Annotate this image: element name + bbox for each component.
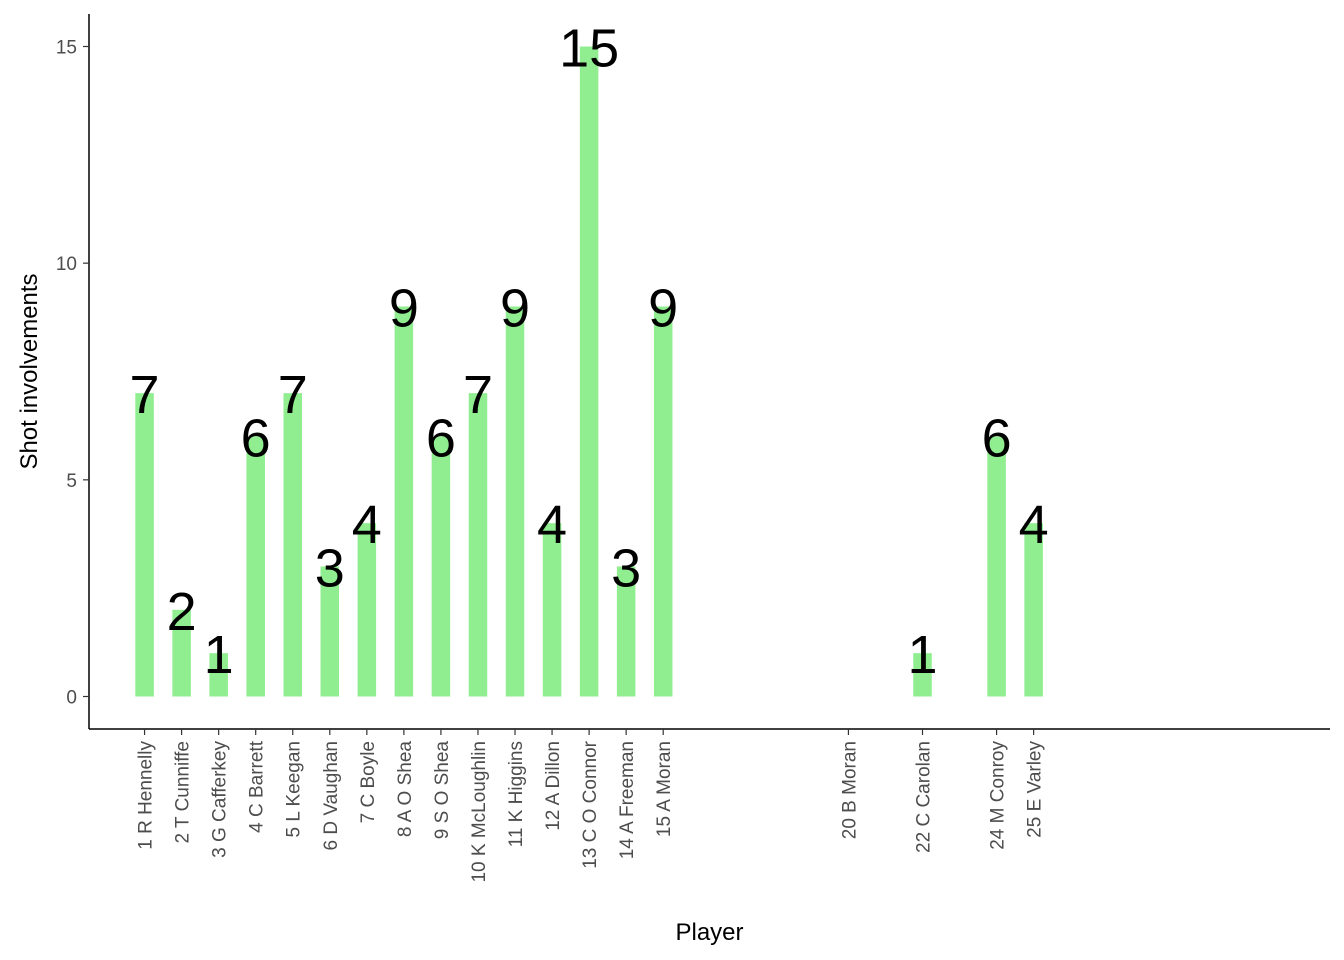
- data-label-14: 3: [611, 539, 641, 599]
- y-tick-label: 10: [56, 254, 77, 275]
- bar-14: [616, 566, 636, 697]
- x-tick-label: 13 C O Connor: [580, 740, 601, 868]
- x-tick-label: 7 C Boyle: [358, 741, 379, 823]
- bar-7: [357, 523, 377, 697]
- x-tick-label: 6 D Vaughan: [321, 741, 342, 851]
- x-tick-label: 10 K McLoughlin: [469, 741, 490, 883]
- data-label-11: 9: [500, 279, 530, 339]
- bar-9: [431, 436, 451, 697]
- x-tick-label: 20 B Moran: [839, 741, 860, 839]
- data-label-5: 7: [278, 365, 308, 425]
- bar-5: [283, 393, 303, 697]
- data-label-18: 6: [982, 409, 1012, 469]
- x-axis-title: Player: [675, 919, 743, 946]
- data-label-2: 2: [167, 582, 197, 642]
- y-tick-label: 15: [56, 38, 77, 59]
- bar-10: [468, 393, 488, 697]
- bar-17: [913, 653, 932, 697]
- x-tick-label: 24 M Conroy: [988, 741, 1009, 850]
- bar-15: [653, 306, 673, 697]
- x-tick-label: 11 K Higgins: [506, 741, 527, 847]
- y-tick-label: 0: [66, 688, 77, 709]
- x-tick-label: 12 A Dillon: [543, 741, 564, 831]
- x-tick-label: 22 C Carolan: [914, 741, 935, 853]
- bars-group: [135, 46, 1043, 697]
- bar-13: [579, 46, 599, 697]
- data-label-1: 7: [130, 365, 160, 425]
- data-label-4: 6: [241, 409, 271, 469]
- x-tick-label: 5 L Keegan: [284, 741, 305, 838]
- bar-11: [505, 306, 525, 697]
- y-axis: 0 5 10 15: [56, 14, 90, 729]
- data-label-19: 4: [1019, 495, 1049, 555]
- x-tick-label: 25 E Varley: [1025, 741, 1046, 838]
- data-label-17: 1: [907, 625, 937, 685]
- y-axis-title: Shot involvements: [16, 273, 43, 469]
- x-tick-label: 4 C Barrett: [247, 740, 268, 833]
- bar-19: [1024, 523, 1043, 697]
- bar-3: [209, 653, 228, 697]
- bar-6: [320, 566, 340, 697]
- data-label-13: 15: [559, 19, 619, 79]
- bar-4: [246, 436, 265, 697]
- x-tick-label: 1 R Hennelly: [136, 741, 157, 850]
- x-axis: 1 R Hennelly 2 T Cunniffe 3 G Cafferkey 4 C…: [89, 728, 1330, 883]
- x-tick-label: 8 A O Shea: [395, 741, 416, 838]
- bar-12: [542, 523, 562, 697]
- x-tick-label: 9 S O Shea: [432, 741, 453, 840]
- y-tick-label: 5: [66, 471, 77, 492]
- data-label-12: 4: [537, 495, 567, 555]
- data-label-15: 9: [648, 279, 678, 339]
- bar-18: [987, 436, 1006, 697]
- bar-1: [135, 393, 154, 697]
- bar-2: [172, 609, 191, 697]
- x-tick-label: 3 G Cafferkey: [210, 741, 231, 858]
- x-tick-label: 14 A Freeman: [617, 741, 638, 859]
- bar-8: [394, 306, 414, 697]
- data-label-7: 4: [352, 495, 382, 555]
- data-label-8: 9: [389, 279, 419, 339]
- data-label-6: 3: [315, 539, 345, 599]
- data-label-10: 7: [463, 365, 493, 425]
- x-tick-label: 2 T Cunniffe: [173, 741, 194, 843]
- data-label-3: 1: [204, 625, 234, 685]
- data-label-9: 6: [426, 409, 456, 469]
- x-tick-label: 15 A Moran: [654, 741, 675, 837]
